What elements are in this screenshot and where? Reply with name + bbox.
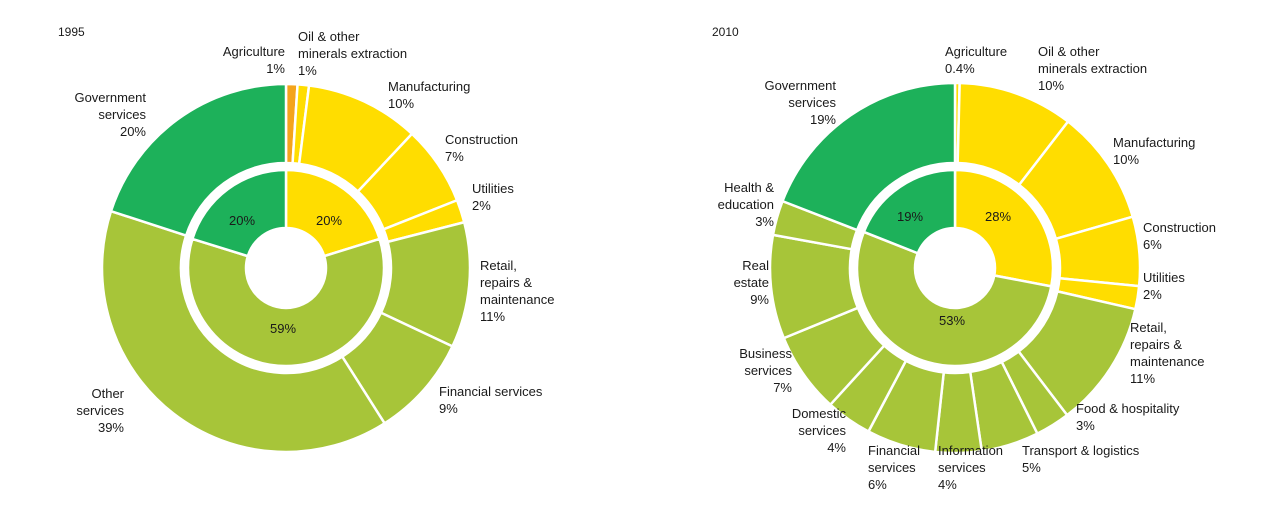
chart-1995-title: 1995 [58, 25, 85, 39]
outer-ring-label: Oil & other minerals extraction 10% [1038, 44, 1147, 93]
outer-ring-label: Oil & other minerals extraction 1% [298, 29, 407, 78]
inner-slice [186, 237, 386, 368]
outer-ring-label: Information services 4% [938, 443, 1003, 492]
outer-ring-label: Manufacturing 10% [388, 79, 470, 111]
inner-slice [191, 168, 288, 258]
inner-slice [953, 168, 1055, 288]
outer-slice [100, 209, 386, 454]
outer-ring-label: Transport & logistics 5% [1022, 443, 1140, 475]
outer-ring-label: Business services 7% [739, 346, 792, 395]
inner-slice [862, 168, 957, 255]
outer-ring-label: Agriculture 0.4% [945, 44, 1007, 76]
inner-ring-label: 28% [985, 209, 1011, 224]
inner-ring-label: 20% [229, 213, 255, 228]
outer-slice [109, 82, 288, 237]
outer-ring-label: Government services 20% [74, 90, 146, 139]
outer-ring-label: Real estate 9% [734, 258, 770, 307]
chart-2010: 28% 53% 19% Agriculture 0.4% Oil & other miner… [718, 44, 1216, 492]
inner-ring-label: 20% [316, 213, 342, 228]
outer-ring-label: Food & hospitality 3% [1076, 401, 1180, 433]
inner-ring-label: 59% [270, 321, 296, 336]
inner-slice [855, 230, 1053, 368]
outer-ring-label: Other services 39% [76, 386, 124, 435]
outer-ring-label: Construction 7% [445, 132, 518, 164]
inner-ring-label: 53% [939, 313, 965, 328]
outer-ring-label: Retail, repairs & maintenance 11% [480, 258, 554, 324]
outer-ring-label: Retail, repairs & maintenance 11% [1130, 320, 1204, 386]
outer-ring-label: Utilities 2% [1143, 270, 1185, 302]
outer-ring-label: Financial services 6% [868, 443, 920, 492]
outer-ring-label: Utilities 2% [472, 181, 514, 213]
outer-ring-label: Financial services 9% [439, 384, 543, 416]
outer-ring-label: Domestic services 4% [792, 406, 847, 455]
outer-ring-label: Government services 19% [764, 78, 836, 127]
outer-ring-label: Health & education 3% [718, 180, 775, 229]
chart-2010-title: 2010 [712, 25, 739, 39]
outer-ring-label: Agriculture 1% [223, 44, 286, 76]
chart-1995: 20% 59% 20% Agriculture 1% Oil & other mineral… [74, 29, 554, 454]
outer-slice [781, 81, 957, 232]
outer-ring-label: Construction 6% [1143, 220, 1216, 252]
inner-ring-label: 19% [897, 209, 923, 224]
outer-ring-label: Manufacturing 10% [1113, 135, 1195, 167]
inner-slice [284, 168, 381, 258]
